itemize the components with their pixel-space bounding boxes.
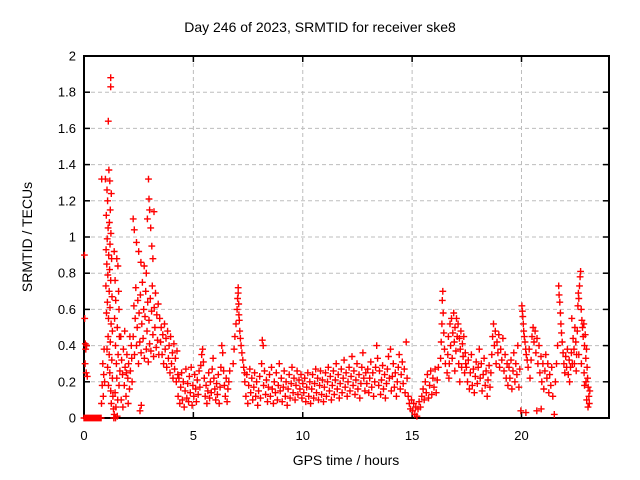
y-tick-label: 1 bbox=[69, 230, 76, 245]
x-tick-label: 5 bbox=[190, 428, 197, 443]
y-tick-label: 1.2 bbox=[58, 193, 76, 208]
y-tick-label: 2 bbox=[69, 49, 76, 64]
y-tick-label: 0.2 bbox=[58, 374, 76, 389]
y-tick-label: 0.8 bbox=[58, 266, 76, 281]
grid-lines bbox=[84, 56, 609, 418]
x-tick-label: 15 bbox=[405, 428, 419, 443]
y-tick-label: 0 bbox=[69, 411, 76, 426]
x-tick-label: 0 bbox=[80, 428, 87, 443]
x-axis-label: GPS time / hours bbox=[293, 452, 400, 468]
y-axis-label: SRMTID / TECUs bbox=[19, 182, 35, 292]
y-tick-label: 1.4 bbox=[58, 157, 76, 172]
y-tick-label: 0.4 bbox=[58, 338, 76, 353]
plot-border bbox=[83, 55, 610, 419]
x-tick-label: 10 bbox=[296, 428, 310, 443]
tick-labels: 0 5 10 15 20 0 0.2 0.4 0.6 0.8 1 1.2 1.4 1.6 1.8 2 bbox=[58, 49, 529, 444]
y-tick-label: 1.8 bbox=[58, 85, 76, 100]
data-points bbox=[80, 74, 594, 422]
x-tick-label: 20 bbox=[514, 428, 528, 443]
y-tick-label: 0.6 bbox=[58, 302, 76, 317]
chart-title: Day 246 of 2023, SRMTID for receiver ske… bbox=[184, 19, 456, 35]
y-tick-label: 1.6 bbox=[58, 121, 76, 136]
